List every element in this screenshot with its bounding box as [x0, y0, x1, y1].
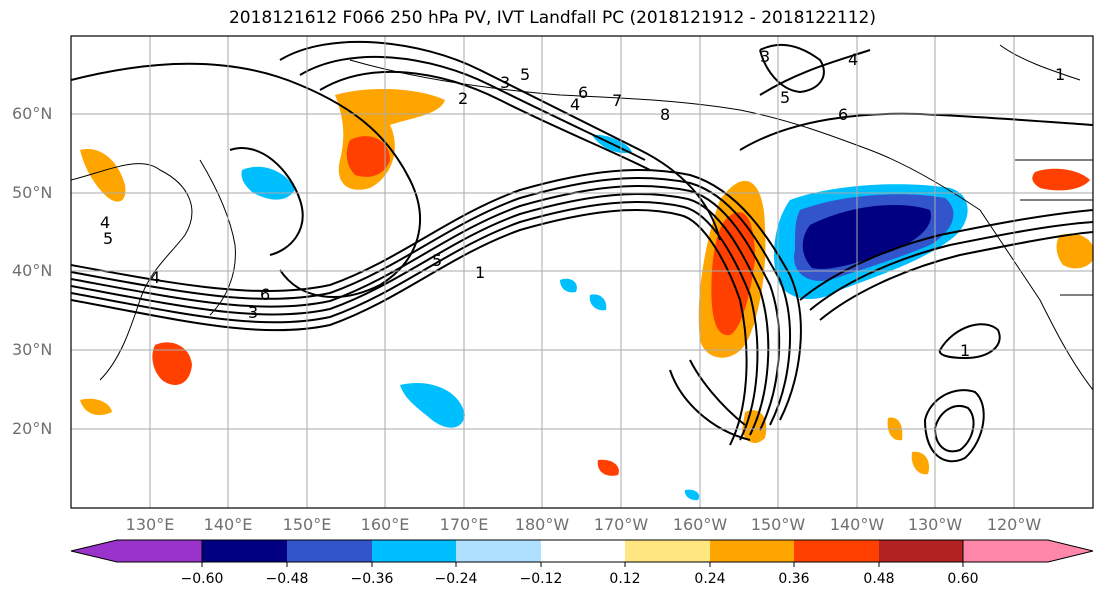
positive-anomaly-south-1	[597, 459, 619, 476]
ivt-anomaly-fills	[80, 88, 1093, 501]
colorbar-tick-label: −0.48	[265, 571, 309, 587]
lon-label: 160°E	[360, 515, 410, 534]
lon-label: 150°W	[750, 515, 806, 534]
colorbar	[70, 539, 1094, 567]
contour-label: 1	[1055, 65, 1065, 84]
lon-label: 130°W	[907, 515, 963, 534]
negative-anomaly-subtropical	[400, 383, 465, 428]
colorbar-segment	[287, 540, 372, 562]
colorbar-tick-label: 0.60	[947, 571, 979, 587]
positive-anomaly-west-coast	[1056, 233, 1093, 269]
contour-label: 4	[848, 50, 858, 69]
map-frame	[70, 35, 1094, 509]
positive-anomaly-central-pacific-core	[711, 212, 755, 336]
colorbar-segment	[625, 540, 710, 562]
colorbar-tick-label: −0.12	[519, 571, 563, 587]
lon-label: 180°W	[514, 515, 570, 534]
contour-labels: 1 2 3 4 5 6 7 8 3 5 4 6 4 5 6 1 5 4 3 1	[100, 47, 1065, 360]
negative-anomaly-gulf-alaska-core	[802, 205, 931, 269]
contour-label: 5	[780, 88, 790, 107]
contour-label: 1	[960, 341, 970, 360]
lon-label: 130°E	[125, 515, 175, 534]
lat-label: 60°N	[12, 104, 53, 123]
positive-anomaly-south-3	[911, 451, 930, 475]
colorbar-segment	[202, 540, 287, 562]
lon-label: 140°E	[203, 515, 253, 534]
positive-anomaly-west-edge	[80, 149, 126, 202]
lon-label: 160°W	[672, 515, 728, 534]
positive-anomaly-southwest	[80, 398, 112, 416]
lat-label: 40°N	[12, 261, 53, 280]
lon-label: 140°W	[829, 515, 885, 534]
coastlines	[71, 44, 1093, 391]
colorbar-segment	[710, 540, 794, 562]
colorbar-segment	[541, 540, 625, 562]
positive-anomaly-japan-south	[152, 342, 192, 385]
contour-label: 4	[150, 268, 160, 287]
colorbar-tick-label: −0.60	[180, 571, 224, 587]
contour-label: 8	[660, 105, 670, 124]
colorbar-tick-label: −0.24	[434, 571, 478, 587]
contour-label: 3	[760, 47, 770, 66]
colorbar-segment	[794, 540, 879, 562]
contour-label: 3	[500, 73, 510, 92]
contour-label: 6	[260, 285, 270, 304]
colorbar-tick-label: 0.12	[609, 571, 641, 587]
colorbar-tick-label: 0.36	[778, 571, 810, 587]
colorbar-tick-label: 0.24	[694, 571, 726, 587]
positive-anomaly-kamchatka-core	[346, 136, 390, 177]
pv-contours	[71, 40, 1093, 463]
colorbar-extend-min	[70, 539, 203, 563]
map-title: 2018121612 F066 250 hPa PV, IVT Landfall…	[228, 8, 876, 28]
colorbar-tick-label: −0.36	[350, 571, 394, 587]
contour-label: 3	[248, 303, 258, 322]
lon-label: 170°W	[593, 515, 649, 534]
contour-label: 5	[432, 251, 442, 270]
negative-anomaly-small-2	[589, 294, 607, 311]
map-background	[71, 36, 1093, 508]
contour-label: 2	[458, 89, 468, 108]
lon-label: 120°W	[986, 515, 1042, 534]
gridlines	[71, 36, 1093, 508]
contour-label: 4	[100, 213, 110, 232]
colorbar-tick-label: 0.48	[863, 571, 895, 587]
contour-label: 6	[838, 105, 848, 124]
contour-label: 5	[103, 229, 113, 248]
lat-label: 20°N	[12, 419, 53, 438]
negative-anomaly-small-1	[560, 278, 577, 293]
lat-label: 30°N	[12, 340, 53, 359]
negative-anomaly-small-4	[684, 489, 700, 501]
contour-label: 6	[578, 83, 588, 102]
colorbar-segment	[879, 540, 963, 562]
contour-label: 5	[520, 65, 530, 84]
contour-label: 4	[570, 95, 580, 114]
positive-anomaly-bc	[1032, 168, 1090, 191]
negative-anomaly-okhotsk	[241, 166, 295, 200]
contour-label: 7	[612, 91, 622, 110]
lat-label: 50°N	[12, 183, 53, 202]
colorbar-segment	[456, 540, 541, 562]
lon-label: 170°E	[439, 515, 489, 534]
contour-label: 1	[475, 263, 485, 282]
colorbar-extend-max	[962, 539, 1094, 563]
colorbar-frame	[201, 539, 964, 563]
colorbar-segment	[372, 540, 456, 562]
lon-label: 150°E	[282, 515, 332, 534]
